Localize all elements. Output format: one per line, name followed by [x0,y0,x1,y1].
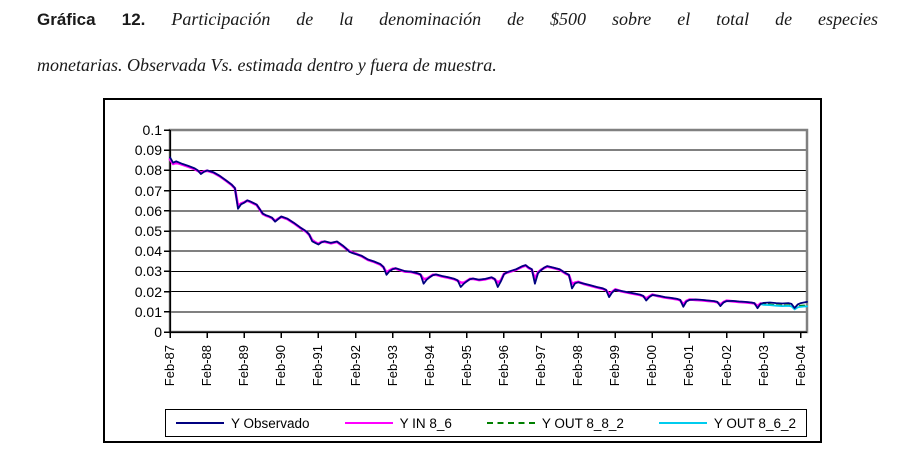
x-axis-label: Feb-89 [236,345,252,387]
x-axis-label: Feb-04 [792,345,808,387]
caption-figure-number: Gráfica 12. [37,10,146,29]
x-axis-label: Feb-97 [533,345,549,387]
y-axis-label: 0.07 [134,182,162,199]
legend-line-swatch [344,422,393,424]
axes [164,129,807,338]
x-axis-label: Feb-90 [273,345,289,387]
series-y-out-8-6-2 [759,303,808,311]
legend-line-swatch [176,422,224,424]
x-axis-label: Feb-87 [162,345,177,387]
caption-text-line1: Participación de la denominación de $500… [171,9,878,29]
x-axis-label: Feb-00 [644,345,660,387]
legend-label: Y OUT 8_8_2 [541,415,624,431]
x-axis-label: Feb-93 [384,345,400,387]
y-axis-label: 0.04 [134,243,162,260]
x-axis-label: Feb-03 [755,345,771,387]
legend-line-swatch [658,422,707,424]
chart-legend: Y Observado Y IN 8_6 Y OUT 8_8_2 Y OUT 8_6_… [165,409,807,437]
x-axis-label: Feb-91 [310,345,326,387]
caption-text-line2: monetarias. Observada Vs. estimada dentr… [37,55,497,75]
chart-frame: 0.1 0.09 0.08 0.07 0.06 0.05 0.04 0.03 0.02 0.01 0… [103,98,822,443]
x-axis-label: Feb-96 [495,345,511,387]
y-axis-label: 0 [154,324,162,340]
x-axis-label: Feb-98 [570,345,586,387]
legend-item: Y IN 8_6 [344,415,452,431]
legend-line-swatch [486,422,535,424]
plot-svg [164,128,809,338]
gridlines [170,149,807,313]
x-axis-label: Feb-94 [421,345,437,387]
x-axis-label: Feb-95 [458,345,474,387]
legend-item: Y Observado [176,416,310,431]
x-axis-label: Feb-02 [718,345,734,387]
y-axis-label: 0.05 [134,223,162,239]
legend-item: Y OUT 8_6_2 [658,415,796,431]
legend-item: Y OUT 8_8_2 [486,415,624,431]
y-axis-label: 0.03 [134,263,162,280]
y-axis-label: 0.02 [134,283,162,300]
y-axis-label: 0.1 [142,122,162,138]
caption-line-1: Gráfica 12. Participación de la denomina… [37,6,878,33]
series-y-in-8-6 [168,157,762,308]
x-axis-label: Feb-92 [347,345,363,387]
y-axis-label: 0.08 [134,162,162,179]
figure-caption: Gráfica 12. Participación de la denomina… [37,6,878,78]
y-axis-label: 0.01 [134,303,162,320]
legend-label: Y IN 8_6 [399,415,452,431]
y-axis-label: 0.09 [134,142,162,159]
x-axis-label: Feb-88 [199,345,215,387]
series-y-observado [169,156,808,310]
y-axis-label: 0.06 [134,202,162,219]
x-axis-label: Feb-99 [607,345,623,387]
legend-label: Y OUT 8_6_2 [713,415,796,431]
legend-label: Y Observado [231,415,310,431]
x-axis-label: Feb-01 [681,345,697,387]
